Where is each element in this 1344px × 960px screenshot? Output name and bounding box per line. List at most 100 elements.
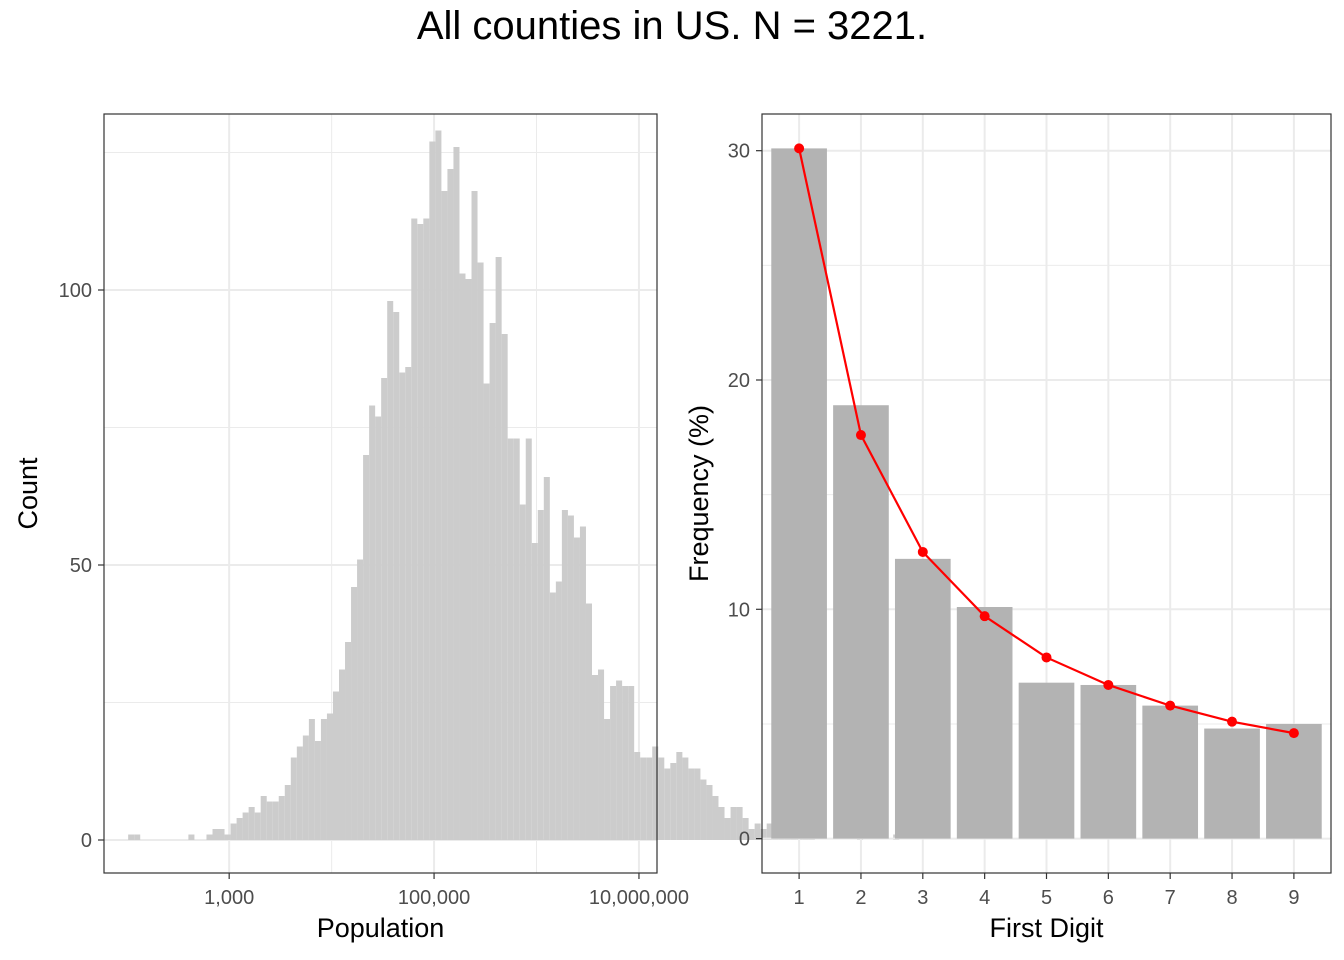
benford-point [1288,728,1299,739]
histogram-bar [218,829,225,840]
histogram-bar [646,757,653,840]
page-title: All counties in US. N = 3221. [416,4,928,48]
y-tick-label: 0 [739,829,750,851]
histogram-bar [128,834,135,840]
population-histogram-panel: 1,000 100,000 10,000,000050100PopulationCo… [13,113,900,943]
y-axis-title: Frequency (%) [684,405,714,582]
histogram-bar [537,510,544,840]
histogram-bar [688,768,695,840]
histogram-bar [610,686,617,840]
histogram-bar [543,477,550,840]
x-tick-label: 100,000 [398,887,470,909]
histogram-bar [272,801,279,840]
histogram-bar [730,807,737,840]
histogram-bar [579,526,586,840]
x-tick-label: 10,000,000 [589,887,689,909]
histogram-bar [290,757,297,840]
histogram-bar [369,405,376,840]
histogram-bar [585,603,592,840]
histogram-bar [622,686,629,840]
y-tick-label: 0 [81,830,92,852]
digit-bar [1142,705,1199,839]
histogram-bar [724,818,731,840]
histogram-bar [477,262,484,840]
histogram-bar [459,273,466,840]
histogram-bar [598,669,605,840]
histogram-bar [405,367,412,840]
histogram-bar [664,768,671,840]
x-tick-label: 7 [1165,887,1176,909]
histogram-bar [483,383,490,840]
histogram-bar [682,757,689,840]
histogram-bar [375,416,382,840]
histogram-bar [549,592,556,840]
histogram-bar [230,823,237,840]
y-tick-label: 50 [70,555,92,577]
histogram-bar [411,218,418,840]
histogram-bar [314,741,321,840]
histogram-bar [591,675,599,840]
histogram-bar [555,581,562,840]
histogram-bar [658,757,665,840]
histogram-bar [748,829,755,840]
x-tick-label: 8 [1226,887,1237,909]
y-tick-label: 30 [728,141,750,163]
histogram-bar [254,812,261,840]
histogram-bar [718,807,725,840]
histogram-bar [573,537,580,840]
histogram-bar [393,312,400,840]
histogram-bar [320,719,327,840]
histogram-bar [742,818,749,840]
histogram-bar [670,763,677,840]
histogram-bar [628,686,635,840]
histogram-bar [326,713,333,840]
histogram-bar [634,752,641,840]
x-axis-title: First Digit [990,913,1104,943]
histogram-bar [429,141,436,840]
histogram-bar [561,510,568,840]
histogram-bar [435,130,442,840]
histogram-bar [302,735,309,840]
histogram-bar [640,757,647,840]
digit-bar [771,148,827,839]
benford-point [1227,716,1238,727]
benford-point [794,143,805,154]
histogram-bar [501,334,508,840]
benford-point [1103,679,1114,690]
histogram-bar [417,224,424,840]
histogram-bar [284,785,291,840]
histogram-bar [242,812,249,840]
histogram-bar [531,543,538,840]
histogram-bar [332,691,339,840]
histogram-bar [567,515,574,840]
panel-border [103,113,658,874]
digit-bar [1266,723,1322,839]
histogram-bar [260,796,267,840]
histogram-bar [447,169,454,840]
digit-bar [833,405,889,839]
histogram-bar [652,746,659,840]
histogram-bar [441,191,448,840]
digit-bar [1080,684,1137,839]
histogram-bar [363,455,370,840]
histogram-bar [754,823,761,840]
histogram-bar [134,834,141,840]
x-tick-label: 4 [979,887,990,909]
digit-bar [1018,682,1075,839]
histogram-bar [308,719,315,840]
benford-point [1041,652,1052,663]
histogram-bar [489,323,496,840]
histogram-bar [700,779,707,840]
histogram-bar [507,438,514,840]
digit-bar [894,558,951,839]
benford-point [979,611,990,622]
histogram-bar [760,829,767,840]
histogram-bar [676,752,683,840]
histogram-bar [604,719,611,840]
histogram-bar [519,504,526,840]
x-tick-label: 9 [1288,887,1299,909]
histogram-bar [706,785,713,840]
histogram-bar [471,191,478,840]
histogram-bar [296,746,303,840]
